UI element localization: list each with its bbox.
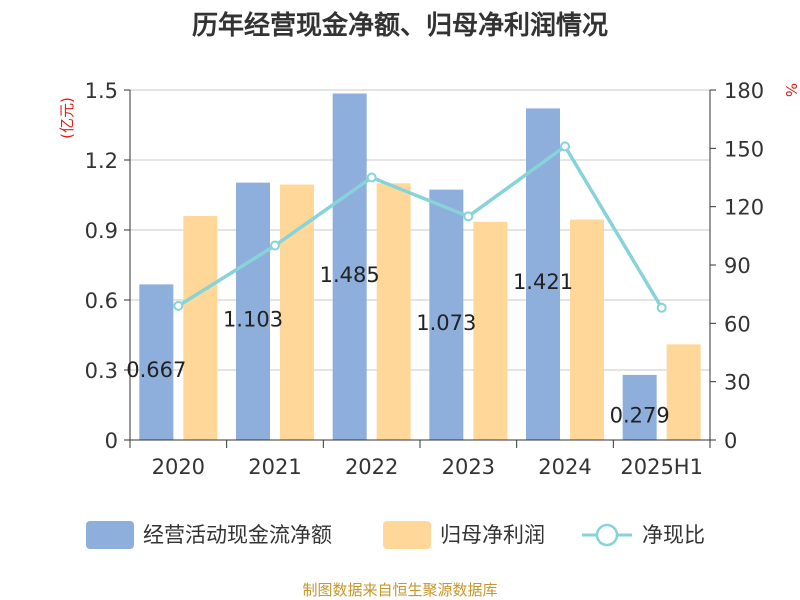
legend-label-ratio: 净现比 <box>642 523 705 547</box>
data-label-operating-cash-flow: 0.279 <box>610 403 670 427</box>
left-tick-label: 0.9 <box>85 219 118 243</box>
ratio-point <box>656 302 667 313</box>
x-tick-label: 2024 <box>538 455 591 479</box>
x-tick-label: 2025H1 <box>620 455 703 479</box>
legend-label-operating-cash-flow: 经营活动现金流净额 <box>143 523 332 547</box>
right-tick-label: 120 <box>724 196 764 220</box>
ratio-point <box>463 211 474 222</box>
right-tick-label: 60 <box>724 312 751 336</box>
x-tick-label: 2022 <box>345 455 398 479</box>
legend: 经营活动现金流净额 归母净利润 净现比 <box>86 521 705 549</box>
bars <box>139 93 701 441</box>
left-tick-label: 0.3 <box>85 359 118 383</box>
data-label-operating-cash-flow: 1.073 <box>416 311 476 335</box>
bar-operating-cash-flow <box>332 93 367 440</box>
left-tick-label: 0.6 <box>85 289 118 313</box>
right-tick-label: 90 <box>724 254 751 278</box>
data-label-operating-cash-flow: 0.667 <box>126 358 186 382</box>
legend-swatch-operating-cash-flow <box>86 521 134 549</box>
legend-swatch-net-profit <box>383 521 431 549</box>
data-labels: 0.667 1.103 1.485 1.073 1.421 0.279 <box>126 263 669 428</box>
source-note: 制图数据来自恒生聚源数据库 <box>302 581 497 599</box>
ratio-point <box>366 172 377 183</box>
chart-title: 历年经营现金净额、归母净利润情况 <box>192 10 608 41</box>
gridlines <box>130 89 710 371</box>
right-tick-label: 180 <box>724 79 764 103</box>
axes: 0 0.3 0.6 0.9 1.2 1.5 0 30 60 90 120 150 180 2020 2021… <box>85 79 765 479</box>
right-tick-label: 0 <box>724 429 737 453</box>
ratio-line-path <box>177 143 664 309</box>
bar-net-profit <box>666 344 701 440</box>
x-tick-label: 2023 <box>442 455 495 479</box>
left-tick-label: 1.2 <box>85 149 118 173</box>
bar-net-profit <box>473 221 508 440</box>
bar-net-profit <box>376 183 411 441</box>
ratio-point <box>173 300 184 311</box>
x-tick-label: 2020 <box>152 455 205 479</box>
left-tick-label: 0 <box>105 429 118 453</box>
right-tick-label: 150 <box>724 137 764 161</box>
bar-net-profit <box>183 216 218 440</box>
ratio-point <box>560 141 570 152</box>
data-label-operating-cash-flow: 1.103 <box>223 307 283 331</box>
data-label-operating-cash-flow: 1.421 <box>513 270 573 294</box>
left-tick-label: 1.5 <box>85 79 118 103</box>
data-label-operating-cash-flow: 1.485 <box>320 263 380 287</box>
ratio-point <box>270 240 280 251</box>
bar-operating-cash-flow <box>236 182 270 440</box>
right-tick-label: 30 <box>724 371 751 395</box>
legend-swatch-ratio-marker <box>595 523 619 547</box>
bar-net-profit <box>280 184 314 440</box>
x-tick-label: 2021 <box>248 455 301 479</box>
bar-operating-cash-flow <box>622 374 657 440</box>
legend-label-net-profit: 归母净利润 <box>440 523 545 547</box>
bar-operating-cash-flow <box>139 284 174 440</box>
left-axis-unit: (亿元) <box>58 97 76 139</box>
bar-net-profit <box>570 219 604 440</box>
right-axis-unit: % <box>782 83 800 97</box>
bar-operating-cash-flow <box>429 189 464 440</box>
ratio-line <box>173 141 667 313</box>
